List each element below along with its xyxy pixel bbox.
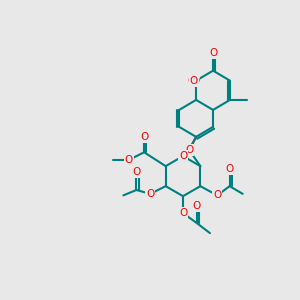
Text: O: O: [190, 76, 198, 86]
Text: O: O: [209, 48, 217, 58]
Text: O: O: [191, 76, 200, 86]
Text: O: O: [179, 151, 187, 161]
Text: O: O: [132, 167, 140, 177]
Text: O: O: [209, 48, 217, 58]
Text: O: O: [209, 48, 217, 58]
Text: O: O: [179, 151, 187, 161]
Text: O: O: [124, 155, 133, 165]
Text: O: O: [185, 145, 193, 155]
Text: O: O: [146, 189, 154, 199]
Text: O: O: [226, 164, 234, 174]
Text: O: O: [193, 201, 201, 211]
Text: O: O: [179, 208, 187, 218]
Text: O: O: [140, 132, 148, 142]
Text: O: O: [188, 76, 196, 86]
Text: O: O: [213, 190, 221, 200]
